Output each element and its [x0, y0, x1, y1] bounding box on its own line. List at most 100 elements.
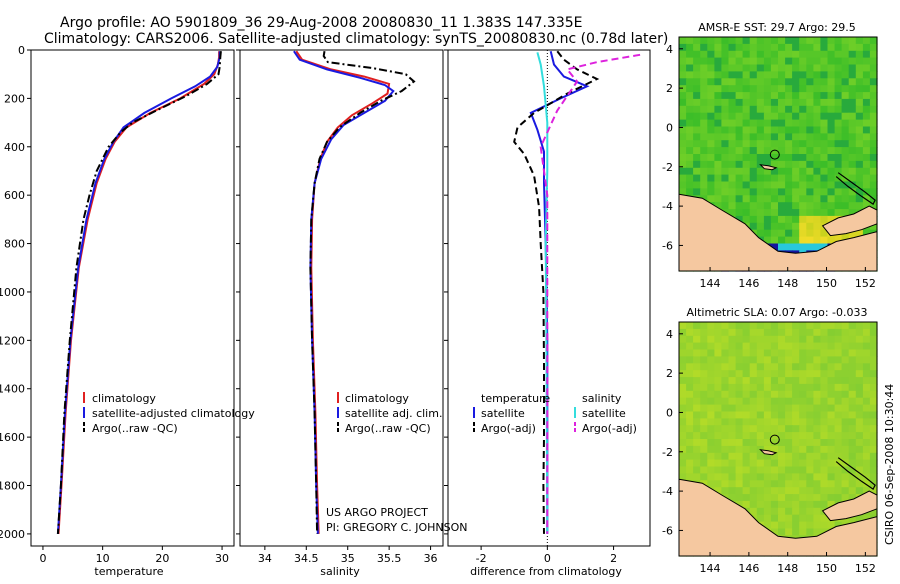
heatmap-cell — [820, 215, 829, 224]
heatmap-cell — [707, 133, 715, 141]
heatmap-cell — [742, 356, 751, 364]
heatmap-cell — [700, 473, 708, 481]
map-y-tick-label: 2 — [666, 367, 673, 380]
heatmap-cell — [763, 439, 772, 447]
heatmap-cell — [686, 174, 694, 183]
heatmap-cell — [756, 133, 765, 141]
heatmap-cell — [862, 78, 871, 86]
heatmap-cell — [693, 147, 701, 155]
heatmap-cell — [728, 209, 737, 217]
heatmap-cell — [848, 466, 857, 474]
heatmap-cell — [763, 459, 772, 468]
heatmap-cell — [841, 50, 850, 59]
heatmap-cell — [749, 322, 758, 330]
heatmap-cell — [749, 119, 758, 128]
heatmap-cell — [749, 411, 758, 419]
difference-profile-panel: -2 0 2 difference from climatology tempera… — [444, 49, 651, 578]
heatmap-cell — [728, 160, 737, 169]
heatmap-cell — [714, 363, 723, 371]
heatmap-cell — [855, 342, 864, 351]
heatmap-cell — [770, 487, 779, 495]
heatmap-cell — [869, 404, 878, 413]
heatmap-cell — [799, 521, 807, 530]
heatmap-cell — [756, 507, 765, 516]
heatmap-cell — [813, 167, 822, 176]
heatmap-cell — [778, 202, 786, 210]
map-x-tick-label: 144 — [700, 277, 721, 290]
heatmap-cell — [848, 202, 857, 210]
heatmap-cell — [862, 349, 871, 357]
heatmap-cell — [693, 411, 701, 419]
heatmap-cell — [820, 377, 829, 385]
heatmap-cell — [749, 181, 758, 189]
heatmap-cell — [869, 64, 878, 72]
heatmap-cell — [749, 43, 758, 52]
heatmap-cell — [700, 140, 708, 148]
heatmap-cell — [869, 174, 878, 183]
heatmap-cell — [763, 418, 772, 426]
heatmap-cell — [714, 480, 723, 488]
heatmap-cell — [714, 445, 723, 454]
heatmap-cell — [834, 236, 843, 245]
heatmap-cell — [714, 411, 723, 419]
heatmap-cell — [834, 126, 843, 134]
heatmap-cell — [749, 459, 758, 468]
heatmap-cell — [820, 452, 829, 461]
heatmap-cell — [792, 112, 800, 121]
heatmap-cell — [827, 119, 836, 128]
heatmap-cell — [813, 370, 822, 378]
sla-map-title: Altimetric SLA: 0.07 Argo: -0.033 — [687, 306, 868, 319]
heatmap-cell — [763, 209, 772, 217]
heatmap-cell — [770, 383, 779, 392]
heatmap-cell — [770, 71, 779, 79]
heatmap-cell — [749, 64, 758, 72]
heatmap-cell — [707, 480, 715, 488]
heatmap-cell — [785, 439, 793, 447]
heatmap-cell — [735, 126, 744, 134]
heatmap-cell — [778, 322, 786, 330]
heatmap-cell — [778, 390, 786, 399]
heatmap-cell — [869, 342, 878, 351]
heatmap-cell — [749, 452, 758, 461]
heatmap-cell — [834, 445, 843, 454]
heatmap-cell — [686, 98, 694, 107]
heatmap-cell — [834, 494, 843, 502]
heatmap-cell — [721, 383, 730, 392]
heatmap-cell — [770, 335, 779, 344]
heatmap-cell — [749, 445, 758, 454]
heatmap-cell — [693, 50, 701, 59]
heatmap-cell — [785, 349, 793, 357]
heatmap-cell — [693, 445, 701, 454]
heatmap-cell — [749, 37, 758, 45]
heatmap-cell — [827, 418, 836, 426]
heatmap-cell — [827, 521, 836, 530]
heatmap-cell — [855, 328, 864, 337]
heatmap-cell — [778, 78, 786, 86]
heatmap-cell — [841, 119, 850, 128]
heatmap-cell — [728, 64, 737, 72]
heatmap-cell — [693, 328, 701, 337]
heatmap-cell — [813, 322, 822, 330]
heatmap-cell — [834, 418, 843, 426]
heatmap-cell — [728, 50, 737, 59]
heatmap-cell — [763, 181, 772, 189]
heatmap-cell — [770, 92, 779, 100]
heatmap-cell — [869, 71, 878, 79]
heatmap-cell — [855, 147, 864, 155]
heatmap-cell — [785, 195, 793, 203]
heatmap-cell — [749, 209, 758, 217]
heatmap-cell — [721, 322, 730, 330]
heatmap-cell — [714, 418, 723, 426]
heatmap-cell — [721, 425, 730, 433]
series-line-argo-raw-qc — [309, 51, 416, 534]
heatmap-cell — [721, 119, 730, 128]
heatmap-cell — [778, 328, 786, 337]
heatmap-cell — [778, 92, 786, 100]
heatmap-cell — [848, 432, 857, 440]
heatmap-cell — [778, 37, 786, 45]
heatmap-cell — [820, 322, 829, 330]
heatmap-cell — [707, 335, 715, 344]
heatmap-cell — [869, 50, 878, 59]
heatmap-cell — [841, 432, 850, 440]
heatmap-cell — [841, 487, 850, 495]
